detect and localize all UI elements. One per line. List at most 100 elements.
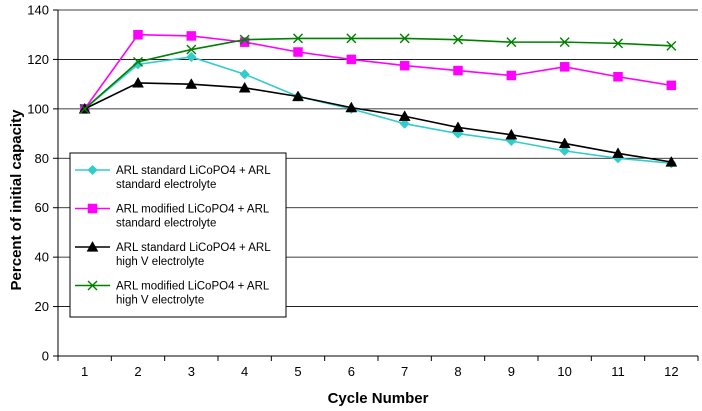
series-3-point-11: [612, 147, 624, 158]
series-4-point-2-stroke-b: [133, 56, 143, 67]
y-tick-label-20: 20: [35, 299, 49, 314]
x-tick-label-5: 5: [294, 364, 301, 379]
legend-entry-4-marker-stroke-b: [87, 280, 98, 291]
series-3-point-8: [452, 121, 464, 133]
series-2: [79, 29, 677, 114]
x-tick-label-9: 9: [508, 364, 515, 379]
y-tick-label-40: 40: [35, 250, 49, 265]
series-2-point-7: [399, 60, 410, 71]
legend-entry-3: ARL standard LiCoPO4 + ARL high V electro…: [75, 240, 271, 268]
legend-entry-3-marker: [86, 240, 99, 252]
series-4-point-12-stroke-b: [666, 40, 677, 51]
series-4-point-9-stroke-b: [506, 37, 517, 48]
series-3-point-12: [665, 155, 678, 167]
series-2-line: [84, 33, 672, 110]
series: [78, 29, 678, 169]
y-tick-label-0: 0: [42, 349, 49, 364]
legend-entry-2-text-line-1: ARL modified LiCoPO4 + ARL: [116, 204, 270, 216]
series-3-point-7: [398, 110, 411, 121]
series-4-point-5-stroke-b: [293, 33, 303, 44]
series-4-point-7-stroke-b: [399, 33, 410, 44]
series-3-point-3: [185, 78, 198, 89]
legend-entry-1-text-line-2: standard electrolyte: [116, 179, 216, 191]
legend-entry-1-marker: [87, 164, 98, 176]
series-4-point-4-stroke-b: [239, 34, 250, 45]
series-3-point-6: [345, 101, 358, 113]
x-tick-label-8: 8: [454, 364, 461, 379]
series-3-point-9: [505, 128, 518, 140]
series-1-point-7: [399, 118, 410, 129]
legend-entry-1: ARL standard LiCoPO4 + ARL standard elect…: [75, 164, 271, 191]
series-4-point-6-stroke-b: [346, 33, 357, 44]
legend-box: [69, 152, 287, 318]
series-2-point-2: [133, 29, 143, 40]
series-4-point-3-stroke-b: [186, 44, 197, 55]
series-4-point-8: [453, 34, 463, 45]
series-1-line: [84, 56, 672, 165]
legend-entry-2: ARL modified LiCoPO4 + ARL standard elect…: [75, 204, 270, 230]
series-4: [79, 33, 677, 114]
x-tick-label-12: 12: [664, 364, 678, 379]
series-3-point-4: [238, 81, 251, 93]
x-tick-label-11: 11: [611, 364, 625, 379]
series-3-point-2: [132, 76, 144, 88]
x-tick-label-4: 4: [241, 364, 248, 379]
series-3-line: [84, 82, 672, 163]
series-2-point-8: [453, 65, 463, 76]
legend-entry-2-marker: [87, 203, 98, 214]
series-4-point-2: [133, 56, 143, 67]
series-4-line: [84, 37, 672, 110]
series-1: [79, 51, 677, 169]
series-4-point-1: [79, 103, 90, 114]
x-tick-label-6: 6: [348, 364, 355, 379]
series-4-point-11: [613, 38, 623, 49]
legend-entry-2-text-line-2: standard electrolyte: [116, 218, 216, 230]
legend-entry-1-text-line-1: ARL standard LiCoPO4 + ARL: [116, 165, 271, 177]
legend-entry-4-text-line-1: ARL modified LiCoPO4 + ARL: [116, 281, 270, 293]
series-3-point-10: [558, 137, 571, 149]
series-2-point-10: [559, 62, 570, 72]
x-tick-label-7: 7: [401, 364, 408, 379]
series-4-point-5: [293, 33, 303, 44]
y-tick-label-120: 120: [27, 52, 49, 67]
x-tick-label-2: 2: [134, 364, 141, 379]
y-tick-label-100: 100: [27, 101, 49, 116]
x-tick-label-1: 1: [81, 364, 88, 379]
series-2-point-11: [613, 71, 623, 82]
series-1-point-3: [186, 51, 197, 63]
series-2-point-3: [186, 31, 197, 41]
series-4-point-1-stroke-b: [79, 103, 90, 114]
x-tick-label-3: 3: [188, 364, 195, 379]
series-4-point-12: [666, 40, 677, 51]
series-2-point-5: [293, 47, 303, 57]
series-3-point-5: [292, 90, 304, 102]
series-2-point-4: [239, 37, 250, 47]
legend-entry-4-text-line-2: high V electrolyte: [116, 295, 204, 307]
series-4-point-8-stroke-b: [453, 34, 463, 45]
series-4-point-6: [346, 33, 357, 44]
x-axis-title: Cycle Number: [328, 390, 429, 407]
series-4-point-10: [559, 37, 570, 48]
legend-entry-4-marker: [87, 280, 98, 291]
series-4-point-10-stroke-b: [559, 37, 570, 48]
series-4-point-4: [239, 34, 250, 45]
legend-entry-3-text-line-1: ARL standard LiCoPO4 + ARL: [116, 242, 271, 254]
series-4-point-3: [186, 44, 197, 55]
y-axis-title: Percent of initial capacity: [8, 109, 25, 291]
y-tick-label-60: 60: [35, 200, 49, 215]
x-tick-label-10: 10: [557, 364, 571, 379]
series-4-point-9: [506, 37, 517, 48]
series-2-point-6: [346, 54, 357, 65]
y-tick-label-80: 80: [35, 151, 49, 166]
legend-entry-4: ARL modified LiCoPO4 + ARL high V electro…: [75, 281, 270, 307]
series-1-point-4: [239, 69, 250, 80]
legend: ARL standard LiCoPO4 + ARL standard elect…: [69, 152, 287, 318]
series-2-point-9: [506, 70, 517, 81]
legend-entry-3-text-line-2: high V electrolyte: [116, 256, 204, 268]
series-4-point-7: [399, 33, 410, 44]
series-2-point-12: [666, 80, 677, 91]
series-1-point-10: [559, 145, 570, 157]
series-4-point-11-stroke-b: [613, 38, 623, 49]
